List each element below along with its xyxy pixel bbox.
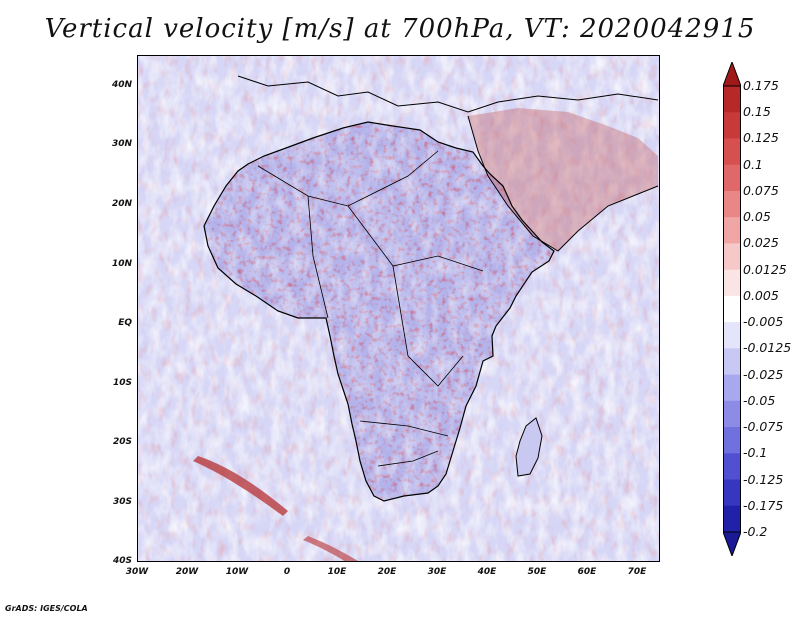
lat-label: 40N <box>111 80 132 90</box>
colorbar-bin <box>723 427 741 454</box>
colorbar-extend-top <box>723 62 741 87</box>
colorbar-bin <box>723 453 741 481</box>
lon-label: 10W <box>225 567 249 577</box>
colorbar-label: -0.05 <box>743 392 776 408</box>
colorbar-bin <box>723 374 741 402</box>
colorbar-label: -0.1 <box>743 445 768 461</box>
lon-label: 30E <box>427 567 447 577</box>
lon-label: 20W <box>175 567 199 577</box>
footer-credit: GrADS: IGES/COLA <box>5 604 88 613</box>
colorbar-label: -0.125 <box>743 471 784 487</box>
colorbar-label: -0.0125 <box>743 340 792 356</box>
colorbar-label: -0.075 <box>743 419 784 435</box>
colorbar-bin <box>723 348 741 376</box>
colorbar-bin <box>723 295 741 323</box>
colorbar-label: 0.175 <box>743 78 779 93</box>
lon-label: 70E <box>627 567 647 577</box>
lat-label: 20N <box>111 199 132 209</box>
lat-label: 30S <box>112 497 132 507</box>
lon-label: 30W <box>125 567 149 577</box>
colorbar-label: 0.0125 <box>743 261 787 277</box>
colorbar-label: 0.005 <box>743 287 779 303</box>
colorbar-bin <box>723 86 741 113</box>
colorbar-bin <box>723 190 741 218</box>
lon-label: 20E <box>377 567 397 577</box>
colorbar-label: 0.15 <box>743 104 771 120</box>
colorbar-bin <box>723 269 741 297</box>
colorbar-label: -0.175 <box>743 497 784 513</box>
colorbar <box>723 62 741 556</box>
colorbar-label: 0.05 <box>743 209 771 225</box>
colorbar-bin <box>723 112 741 139</box>
lat-label: 40S <box>112 556 132 566</box>
lat-label: 20S <box>112 437 132 447</box>
lat-label: EQ <box>118 318 132 328</box>
colorbar-label: 0.025 <box>743 235 779 251</box>
colorbar-bin <box>723 400 741 428</box>
plot-title: Vertical velocity [m/s] at 700hPa, VT: 2… <box>44 14 756 44</box>
lon-label: 40E <box>477 567 497 577</box>
colorbar-bin <box>723 217 741 244</box>
lon-label: 0 <box>283 567 291 577</box>
colorbar-bin <box>723 322 741 349</box>
colorbar-bin <box>723 164 741 192</box>
lon-label: 50E <box>527 567 547 577</box>
lat-label: 30N <box>111 139 132 149</box>
lon-label: 60E <box>577 567 597 577</box>
colorbar-bin <box>723 505 741 533</box>
lat-label: 10S <box>112 378 132 388</box>
colorbar-bin <box>723 479 741 507</box>
map-panel <box>137 55 660 562</box>
colorbar-extend-bottom <box>723 531 741 556</box>
colorbar-bin <box>723 138 741 166</box>
colorbar-label: 0.1 <box>743 156 763 172</box>
colorbar-label: 0.075 <box>743 182 779 198</box>
lat-label: 10N <box>111 259 132 269</box>
colorbar-label: -0.2 <box>743 524 768 539</box>
colorbar-label: 0.125 <box>743 130 779 146</box>
lon-label: 10E <box>327 567 347 577</box>
colorbar-bin <box>723 243 741 271</box>
vertical-velocity-field <box>138 56 659 561</box>
colorbar-label: -0.005 <box>743 314 784 330</box>
colorbar-label: -0.025 <box>743 366 784 382</box>
